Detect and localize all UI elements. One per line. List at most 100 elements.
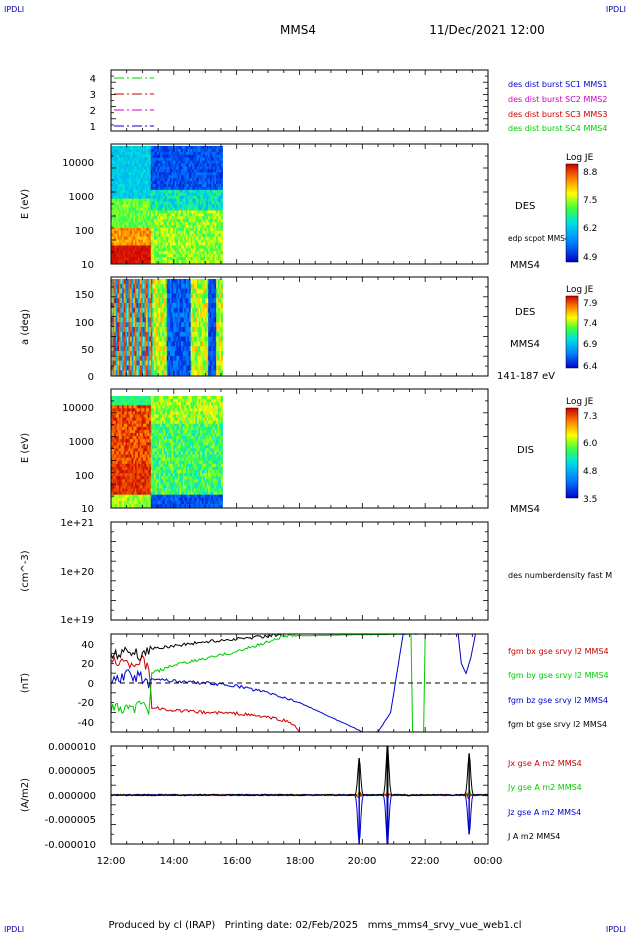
spectrogram-cell (221, 240, 223, 243)
des-energy-cbar-tick-1: 8.8 (583, 168, 598, 178)
spectrogram-cell (221, 158, 223, 161)
dis-energy-spectrogram (111, 396, 223, 507)
panel-burst-frame (111, 70, 488, 131)
burst-ytick-4: 4 (90, 74, 96, 85)
spectrogram-cell (221, 346, 223, 351)
des-pitch-label-mms4: MMS4 (510, 339, 540, 350)
spectrogram-cell (221, 361, 223, 366)
spectrogram-cell (221, 152, 223, 155)
spectrogram-cell (221, 193, 223, 196)
spectrogram-cell (221, 254, 223, 257)
spectrogram-cell (221, 257, 223, 260)
spectrogram-cell (221, 181, 223, 184)
spectrogram-cell (221, 149, 223, 152)
spectrogram-cell (221, 169, 223, 172)
spectrogram-cell (221, 293, 223, 298)
burst-ytick-1: 1 (90, 122, 96, 133)
spectrogram-cell (221, 317, 223, 322)
spectrogram-cell (221, 332, 223, 337)
des-energy-ytick-100: 100 (75, 226, 94, 237)
spectrogram-cell (221, 322, 223, 327)
des-pitch-colorbar-title: Log JE (566, 285, 594, 295)
spectrogram-cell (221, 341, 223, 346)
des-energy-cbar-tick-2: 7.5 (583, 196, 597, 206)
spectrogram-cell (221, 228, 223, 231)
spectrogram-cell (221, 172, 223, 175)
spectrogram-cell (221, 155, 223, 158)
spectrogram-cell (221, 205, 223, 208)
spectrogram-cell (221, 166, 223, 169)
spectrogram-cell (221, 207, 223, 210)
spectrogram-cell (221, 365, 223, 370)
spectrogram-cell (221, 243, 223, 246)
des-pitch-label-des: DES (515, 307, 535, 318)
des-pitch-ytick-100: 100 (75, 318, 94, 329)
des-energy-ytick-1000: 1000 (69, 192, 94, 203)
burst-ytick-3: 3 (90, 90, 96, 101)
corner-label-top-left: IPDLI (4, 5, 24, 14)
spectrogram-cell (221, 175, 223, 178)
spectrogram-cell (221, 216, 223, 219)
spectrogram-cell (221, 210, 223, 213)
spectrogram-cell (221, 199, 223, 202)
des-energy-label-des: DES (515, 201, 535, 212)
des-pitch-ylabel: a (deg) (20, 309, 31, 345)
spectrogram-cell (221, 187, 223, 190)
panel-des-pitch: a (deg) 150 100 50 0 DES MMS4 141-187 eV… (20, 277, 598, 383)
corner-label-top-right: IPDLI (606, 5, 626, 14)
des-energy-cbar-tick-3: 6.2 (583, 224, 597, 234)
des-energy-ytick-10: 10 (81, 260, 94, 271)
spectrogram-cell (221, 298, 223, 303)
spectrogram-cell (221, 303, 223, 308)
des-pitch-cbar-tick-4: 6.4 (583, 362, 598, 372)
spectrogram-cell (221, 327, 223, 332)
des-pitch-ytick-150: 150 (75, 290, 94, 301)
des-energy-colorbar (566, 164, 578, 262)
spectrogram-cell (221, 184, 223, 187)
des-pitch-colorbar (566, 296, 578, 368)
panel-des-energy: E (eV) 10000 1000 100 10 DES edp scpot M… (20, 144, 598, 271)
spectrogram-cell (221, 219, 223, 222)
spectrogram-cell (221, 248, 223, 251)
burst-legend-sc4: des dist burst SC4 MMS4 (508, 124, 607, 133)
burst-legend-sc3: des dist burst SC3 MMS3 (508, 110, 607, 119)
spectrogram-cell (221, 237, 223, 240)
des-energy-ytick-10000: 10000 (62, 158, 94, 169)
spectrogram-cell (221, 356, 223, 361)
spectrogram-cell (221, 178, 223, 181)
spectrogram-cell (221, 213, 223, 216)
spectrogram-cell (221, 202, 223, 205)
des-energy-colorbar-title: Log JE (566, 153, 594, 163)
des-pitch-cbar-tick-3: 6.9 (583, 340, 598, 350)
spectrogram-cell (221, 190, 223, 193)
spectrogram-cell (221, 222, 223, 225)
panel-burst-flags: 4 3 2 1 des dist burst SC1 MMS1 des dist… (90, 70, 608, 133)
spectrogram-cell (221, 308, 223, 313)
spectrogram-cell (221, 351, 223, 356)
panel-dis-energy: E (eV) 10000 1000 100 10 DIS MMS4 Log JE… (20, 389, 598, 515)
plot-date: 11/Dec/2021 12:00 (429, 23, 545, 37)
burst-legend-sc2: des dist burst SC2 MMS2 (508, 95, 607, 104)
burst-legend-sc1: des dist burst SC1 MMS1 (508, 80, 607, 89)
spectrogram-cell (221, 161, 223, 164)
spectrogram-cell (221, 313, 223, 318)
plot-title: MMS4 (280, 23, 316, 37)
des-pitch-cbar-tick-1: 7.9 (583, 299, 598, 309)
des-pitch-spectrogram (111, 279, 223, 375)
spectrogram-cell (221, 245, 223, 248)
des-energy-label-scpot: edp scpot MMS4 (508, 234, 570, 243)
des-energy-cbar-tick-4: 4.9 (583, 253, 598, 263)
des-energy-label-mms4: MMS4 (510, 260, 540, 271)
des-pitch-cbar-tick-2: 7.4 (583, 319, 598, 329)
burst-ytick-2: 2 (90, 106, 96, 117)
des-pitch-ytick-0: 0 (88, 372, 94, 383)
spectrogram-cell (221, 251, 223, 254)
des-energy-ylabel: E (eV) (20, 189, 31, 219)
spectrogram-cell (221, 337, 223, 342)
des-pitch-label-energy: 141-187 eV (497, 371, 555, 382)
des-pitch-ytick-50: 50 (81, 345, 94, 356)
spectrogram-cell (221, 234, 223, 237)
spectrogram-cell (221, 196, 223, 199)
des-energy-spectrogram (111, 146, 223, 263)
